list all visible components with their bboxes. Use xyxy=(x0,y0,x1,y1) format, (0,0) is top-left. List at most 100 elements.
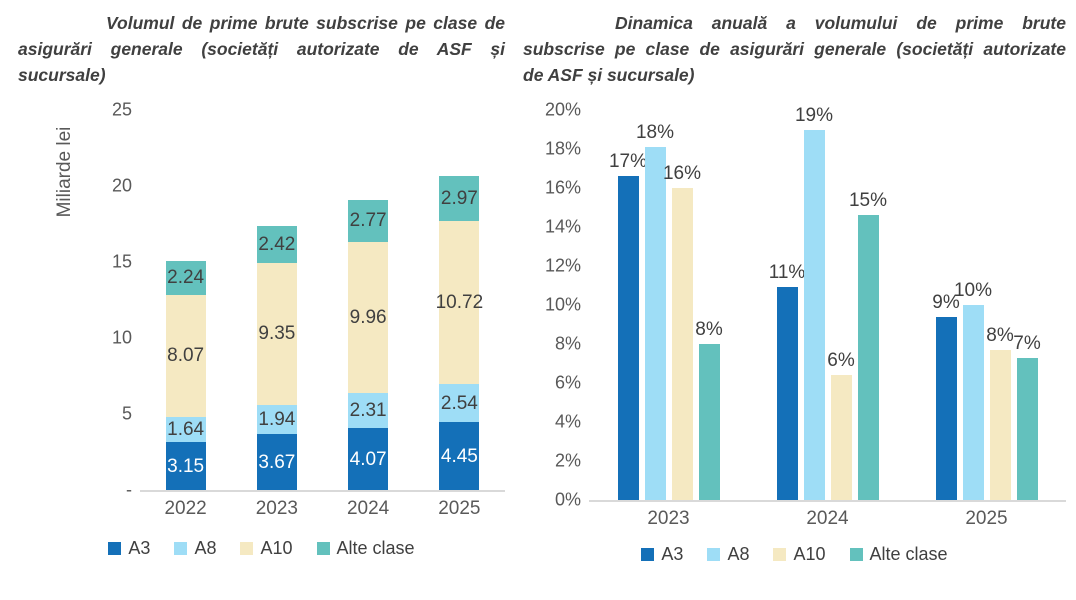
bar-segment-a10-2025: 10.72 xyxy=(436,220,483,384)
bar-a8-2023: 18% xyxy=(636,122,674,500)
category-cell-2023: 17% 18% 16% 8% xyxy=(589,110,748,500)
left-y-axis: Miliarde lei 25 20 15 10 5 - xyxy=(18,100,140,500)
y-tick-label: 2% xyxy=(554,450,581,471)
bar-value-label: 9.35 xyxy=(258,323,296,345)
bar-segment-alte-clase-2024: 2.77 xyxy=(348,199,389,242)
bar-segment-a8-2023: 1.94 xyxy=(256,404,297,435)
legend-label: A3 xyxy=(128,538,151,558)
chart-title-line: asigurări generale (societăți autorizate… xyxy=(18,39,505,59)
legend-item-alte-clase: Alte clase xyxy=(849,544,948,565)
bar-a8-2025: 10% xyxy=(954,280,992,500)
right-x-axis: 2023 2024 2025 xyxy=(589,508,1066,530)
bar-value-label: 2.77 xyxy=(349,210,387,232)
bar-group-2023: 17% 18% 16% 8% xyxy=(609,110,723,500)
bar-alte-clase-2025: 7% xyxy=(1013,333,1041,500)
bar-value-label: 2.97 xyxy=(440,187,478,209)
bar-segment-alte-clase-2023: 2.42 xyxy=(256,225,297,263)
legend-swatch-icon xyxy=(707,548,721,561)
bar-a3-2023: 17% xyxy=(609,151,647,500)
bar-segment-a10-2024: 9.96 xyxy=(348,241,389,394)
y-tick-label: 25 xyxy=(111,99,132,120)
bar-segment-a3-2022: 3.15 xyxy=(165,442,206,490)
y-tick-label: 0% xyxy=(554,489,581,510)
left-x-axis: 2022 2023 2024 2025 xyxy=(140,498,505,520)
bar-value-label: 9.96 xyxy=(349,306,387,328)
bar-value-label: 1.64 xyxy=(167,419,205,441)
legend-item-a10: A10 xyxy=(240,538,293,559)
left-chart-title: Volumul de prime brute subscrise pe clas… xyxy=(18,10,505,88)
y-axis-title: Miliarde lei xyxy=(54,126,75,218)
stacked-bar-2025: 4.45 2.54 10.72 2.97 xyxy=(436,110,483,490)
x-axis-label-2025: 2025 xyxy=(438,498,481,519)
legend-label: Alte clase xyxy=(336,538,415,558)
stacked-bar-2023: 3.67 1.94 9.35 2.42 xyxy=(256,110,297,490)
bar-a10-2025: 8% xyxy=(986,325,1014,500)
legend-label: A8 xyxy=(727,544,750,564)
bar-a10-2023: 16% xyxy=(663,163,701,500)
bar-value-label: 10.72 xyxy=(435,291,484,313)
y-tick-label: 5 xyxy=(121,403,132,424)
left-chart-body: Miliarde lei 25 20 15 10 5 - 3.15 1.64 8.07 2.24… xyxy=(18,100,505,520)
bar-segment-a3-2025: 4.45 xyxy=(439,422,480,490)
bar-value-label: 8% xyxy=(986,324,1014,346)
right-chart-title: Dinamica anuală a volumului de prime bru… xyxy=(523,10,1066,88)
right-plot-column: 17% 18% 16% 8% 11% 19% 6% 15% 9% 10% 8% 7% 2023 2024… xyxy=(589,105,1066,530)
chart-title-line: Volumul de prime brute subscrise pe clas… xyxy=(106,13,505,33)
legend-item-alte-clase: Alte clase xyxy=(316,538,415,559)
legend-label: A10 xyxy=(793,544,826,564)
legend-swatch-icon xyxy=(773,548,787,561)
legend-item-a10: A10 xyxy=(773,544,826,565)
bar-value-label: 4.07 xyxy=(349,448,387,470)
bar-value-label: 6% xyxy=(827,350,855,372)
legend-swatch-icon xyxy=(849,548,863,561)
legend-label: A3 xyxy=(661,544,684,564)
bar-value-label: 18% xyxy=(635,122,675,144)
x-axis-label-2023: 2023 xyxy=(647,508,690,529)
bar-a3-2024: 11% xyxy=(769,262,805,500)
bar-segment-a10-2022: 8.07 xyxy=(165,294,206,418)
right-chart-body: 20% 18% 16% 14% 12% 10% 8% 6% 4% 2% 0% 17% 18% 16% 8%… xyxy=(523,100,1066,530)
bar-segment-a8-2025: 2.54 xyxy=(439,383,480,423)
chart-title-line: sucursale) xyxy=(18,65,106,85)
category-cell-2025: 4.45 2.54 10.72 2.97 xyxy=(414,110,505,490)
bar-value-label: 4.45 xyxy=(440,445,478,467)
chart-title-line: subscrise pe clase de asigurări generale… xyxy=(523,39,1066,59)
bar-value-label: 2.31 xyxy=(349,400,387,422)
y-tick-label: 6% xyxy=(554,372,581,393)
legend-item-a3: A3 xyxy=(641,544,683,565)
stacked-bar-2024: 4.07 2.31 9.96 2.77 xyxy=(348,110,389,490)
left-plot-column: 3.15 1.64 8.07 2.24 3.67 1.94 9.35 2.42 4.07 2.31… xyxy=(140,110,505,520)
category-cell-2022: 3.15 1.64 8.07 2.24 xyxy=(140,110,231,490)
bar-value-label: 11% xyxy=(768,262,806,284)
category-cell-2025: 9% 10% 8% 7% xyxy=(907,110,1066,500)
y-tick-label: 10% xyxy=(544,294,581,315)
bar-group-2024: 11% 19% 6% 15% xyxy=(769,105,887,500)
category-cell-2024: 11% 19% 6% 15% xyxy=(748,105,907,500)
bar-value-label: 1.94 xyxy=(258,408,296,430)
bar-value-label: 17% xyxy=(608,151,648,173)
x-axis-label-2024: 2024 xyxy=(806,508,849,529)
bar-value-label: 2.24 xyxy=(167,267,205,289)
right-y-axis: 20% 18% 16% 14% 12% 10% 8% 6% 4% 2% 0% xyxy=(523,100,589,510)
legend-label: A8 xyxy=(194,538,217,558)
category-cell-2023: 3.67 1.94 9.35 2.42 xyxy=(231,110,322,490)
bar-value-label: 2.42 xyxy=(258,233,296,255)
bar-value-label: 15% xyxy=(848,190,888,212)
chart-title-line: de ASF și sucursale) xyxy=(523,65,695,85)
bar-value-label: 8.07 xyxy=(167,345,205,367)
x-axis-label-2023: 2023 xyxy=(255,498,299,519)
left-chart-panel: Volumul de prime brute subscrise pe clas… xyxy=(0,0,515,600)
right-chart-panel: Dinamica anuală a volumului de prime bru… xyxy=(515,0,1076,600)
bar-a10-2024: 6% xyxy=(827,350,855,500)
bar-value-label: 7% xyxy=(1013,332,1041,354)
y-tick-label: 12% xyxy=(544,255,581,276)
y-tick-label: 15 xyxy=(111,251,132,272)
y-tick-label: 4% xyxy=(554,411,581,432)
y-tick-label: 20% xyxy=(544,99,581,120)
bar-a3-2025: 9% xyxy=(932,292,960,500)
bar-group-2025: 9% 10% 8% 7% xyxy=(932,110,1041,500)
y-tick-label: 20 xyxy=(111,175,132,196)
legend-label: Alte clase xyxy=(869,544,948,564)
bar-value-label: 9% xyxy=(932,291,960,313)
